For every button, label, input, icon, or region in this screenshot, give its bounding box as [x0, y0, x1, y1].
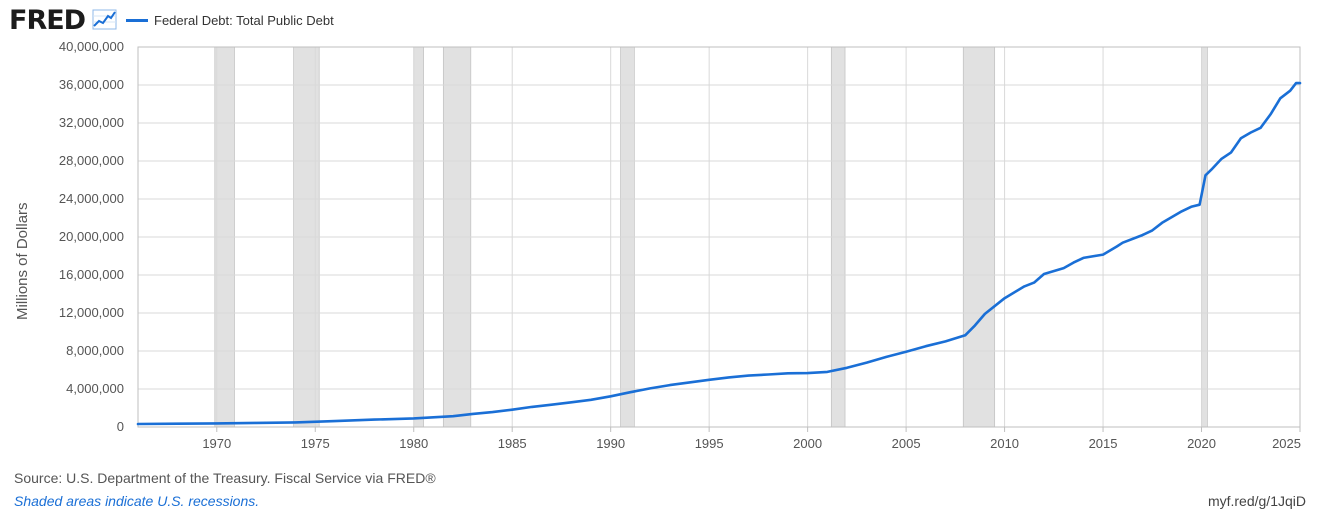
y-tick-label-4: 16,000,000 — [59, 267, 124, 282]
y-tick-label-3: 12,000,000 — [59, 305, 124, 320]
y-tick-label-10: 40,000,000 — [59, 39, 124, 54]
x-tick-label-1: 1975 — [301, 436, 330, 451]
x-tick-label-7: 2005 — [892, 436, 921, 451]
y-tick-label-2: 8,000,000 — [66, 343, 124, 358]
line-chart: 0 4,000,000 8,000,000 12,000,000 16,000,000 2… — [59, 39, 1302, 451]
y-tick-label-8: 32,000,000 — [59, 115, 124, 130]
x-tick-label-9: 2015 — [1089, 436, 1118, 451]
legend-label: Federal Debt: Total Public Debt — [154, 12, 334, 28]
line-chart-icon — [92, 9, 117, 30]
y-tick-label-5: 20,000,000 — [59, 229, 124, 244]
x-tick-label-10: 2020 — [1187, 436, 1216, 451]
legend-swatch — [126, 18, 148, 22]
fred-logo[interactable]: FRED — [9, 5, 86, 36]
x-tick-label-3: 1985 — [498, 436, 527, 451]
y-tick-label-0: 0 — [117, 419, 124, 434]
recession-note: Shaded areas indicate U.S. recessions. — [14, 493, 260, 509]
x-tick-label-5: 1995 — [695, 436, 724, 451]
y-axis-ticks: 0 4,000,000 8,000,000 12,000,000 16,000,000 2… — [59, 39, 124, 434]
y-tick-label-7: 28,000,000 — [59, 153, 124, 168]
y-tick-label-1: 4,000,000 — [66, 381, 124, 396]
x-tick-label-2: 1980 — [399, 436, 428, 451]
series-layer — [136, 81, 1302, 426]
series-line-0[interactable] — [136, 81, 1302, 426]
source-note: Source: U.S. Department of the Treasury.… — [14, 470, 436, 486]
x-tick-label-0: 1970 — [202, 436, 231, 451]
chart-header: FRED Federal Debt: Total Public Debt — [0, 0, 1320, 40]
plot-area[interactable] — [137, 46, 1301, 428]
x-axis-ticks: 1970 1975 1980 1985 1990 1995 2000 2005 2010 2015… — [202, 427, 1301, 451]
x-tick-label-8: 2010 — [990, 436, 1019, 451]
chart-legend[interactable]: Federal Debt: Total Public Debt — [126, 10, 334, 30]
y-tick-label-9: 36,000,000 — [59, 77, 124, 92]
x-tick-label-11: 2025 — [1272, 436, 1301, 451]
x-tick-label-6: 2000 — [793, 436, 822, 451]
y-tick-label-6: 24,000,000 — [59, 191, 124, 206]
short-url-link[interactable]: myf.red/g/1JqiD — [1207, 493, 1306, 509]
x-tick-label-4: 1990 — [596, 436, 625, 451]
